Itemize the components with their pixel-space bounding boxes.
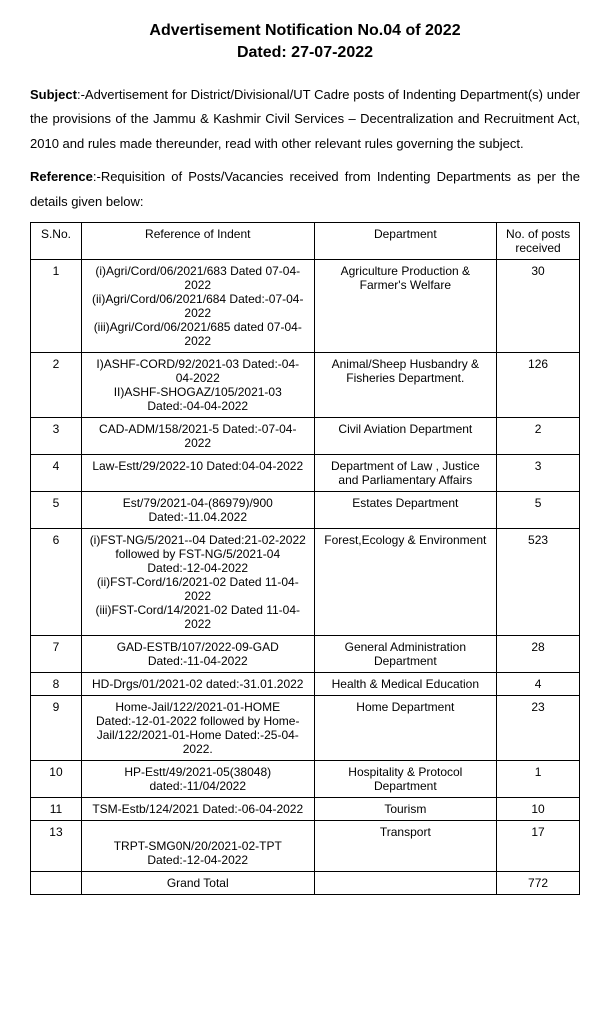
cell-sno: 9 <box>31 696 82 761</box>
cell-sno: 3 <box>31 418 82 455</box>
table-row: 8HD-Drgs/01/2021-02 dated:-31.01.2022Hea… <box>31 673 580 696</box>
title-line-1: Advertisement Notification No.04 of 2022 <box>149 22 460 39</box>
cell-posts: 23 <box>497 696 580 761</box>
grand-total-value: 772 <box>497 872 580 895</box>
table-row: 11TSM-Estb/124/2021 Dated:-06-04-2022Tou… <box>31 798 580 821</box>
cell-posts: 523 <box>497 529 580 636</box>
grand-total-row: Grand Total 772 <box>31 872 580 895</box>
subject-paragraph: Subject:-Advertisement for District/Divi… <box>30 83 580 157</box>
cell-posts: 28 <box>497 636 580 673</box>
cell-posts: 30 <box>497 260 580 353</box>
cell-ref: Home-Jail/122/2021-01-HOME Dated:-12-01-… <box>81 696 314 761</box>
notification-title: Advertisement Notification No.04 of 2022… <box>30 20 580 65</box>
table-row: 5Est/79/2021-04-(86979)/900 Dated:-11.04… <box>31 492 580 529</box>
cell-dept: Animal/Sheep Husbandry & Fisheries Depar… <box>314 353 497 418</box>
cell-sno: 2 <box>31 353 82 418</box>
table-row: 10HP-Estt/49/2021-05(38048) dated:-11/04… <box>31 761 580 798</box>
cell-sno: 11 <box>31 798 82 821</box>
reference-paragraph: Reference:-Requisition of Posts/Vacancie… <box>30 165 580 214</box>
table-row: 6(i)FST-NG/5/2021--04 Dated:21-02-2022 f… <box>31 529 580 636</box>
cell-dept: Estates Department <box>314 492 497 529</box>
col-ref: Reference of Indent <box>81 223 314 260</box>
posts-table: S.No. Reference of Indent Department No.… <box>30 222 580 895</box>
col-posts: No. of posts received <box>497 223 580 260</box>
cell-ref: HP-Estt/49/2021-05(38048) dated:-11/04/2… <box>81 761 314 798</box>
cell-dept: General Administration Department <box>314 636 497 673</box>
cell-sno: 8 <box>31 673 82 696</box>
grand-total-blank1 <box>31 872 82 895</box>
cell-dept: Transport <box>314 821 497 872</box>
cell-ref: Est/79/2021-04-(86979)/900 Dated:-11.04.… <box>81 492 314 529</box>
table-row: 13 TRPT-SMG0N/20/2021-02-TPT Dated:-12-0… <box>31 821 580 872</box>
cell-dept: Agriculture Production & Farmer's Welfar… <box>314 260 497 353</box>
cell-posts: 3 <box>497 455 580 492</box>
cell-dept: Health & Medical Education <box>314 673 497 696</box>
cell-posts: 1 <box>497 761 580 798</box>
table-row: 9Home-Jail/122/2021-01-HOME Dated:-12-01… <box>31 696 580 761</box>
cell-posts: 126 <box>497 353 580 418</box>
cell-dept: Department of Law , Justice and Parliame… <box>314 455 497 492</box>
subject-label: Subject <box>30 87 77 102</box>
cell-sno: 6 <box>31 529 82 636</box>
cell-ref: (i)FST-NG/5/2021--04 Dated:21-02-2022 fo… <box>81 529 314 636</box>
cell-sno: 10 <box>31 761 82 798</box>
table-row: 7GAD-ESTB/107/2022-09-GAD Dated:-11-04-2… <box>31 636 580 673</box>
reference-label: Reference <box>30 169 93 184</box>
cell-ref: Law-Estt/29/2022-10 Dated:04-04-2022 <box>81 455 314 492</box>
title-line-2: Dated: 27-07-2022 <box>237 44 373 61</box>
grand-total-blank2 <box>314 872 497 895</box>
table-body: 1(i)Agri/Cord/06/2021/683 Dated 07-04-20… <box>31 260 580 872</box>
cell-posts: 17 <box>497 821 580 872</box>
cell-ref: CAD-ADM/158/2021-5 Dated:-07-04-2022 <box>81 418 314 455</box>
cell-sno: 1 <box>31 260 82 353</box>
table-row: 3CAD-ADM/158/2021-5 Dated:-07-04-2022Civ… <box>31 418 580 455</box>
cell-ref: (i)Agri/Cord/06/2021/683 Dated 07-04-202… <box>81 260 314 353</box>
cell-sno: 13 <box>31 821 82 872</box>
cell-ref: HD-Drgs/01/2021-02 dated:-31.01.2022 <box>81 673 314 696</box>
cell-dept: Civil Aviation Department <box>314 418 497 455</box>
subject-text: :-Advertisement for District/Divisional/… <box>30 87 580 151</box>
cell-ref: TRPT-SMG0N/20/2021-02-TPT Dated:-12-04-2… <box>81 821 314 872</box>
cell-ref: I)ASHF-CORD/92/2021-03 Dated:-04-04-2022… <box>81 353 314 418</box>
cell-dept: Home Department <box>314 696 497 761</box>
table-row: 2I)ASHF-CORD/92/2021-03 Dated:-04-04-202… <box>31 353 580 418</box>
table-row: 4Law-Estt/29/2022-10 Dated:04-04-2022Dep… <box>31 455 580 492</box>
cell-dept: Forest,Ecology & Environment <box>314 529 497 636</box>
grand-total-label: Grand Total <box>81 872 314 895</box>
cell-sno: 4 <box>31 455 82 492</box>
cell-ref: TSM-Estb/124/2021 Dated:-06-04-2022 <box>81 798 314 821</box>
cell-sno: 7 <box>31 636 82 673</box>
table-row: 1(i)Agri/Cord/06/2021/683 Dated 07-04-20… <box>31 260 580 353</box>
cell-posts: 4 <box>497 673 580 696</box>
cell-posts: 5 <box>497 492 580 529</box>
cell-ref: GAD-ESTB/107/2022-09-GAD Dated:-11-04-20… <box>81 636 314 673</box>
cell-dept: Hospitality & Protocol Department <box>314 761 497 798</box>
cell-posts: 2 <box>497 418 580 455</box>
reference-text: :-Requisition of Posts/Vacancies receive… <box>30 169 580 209</box>
col-sno: S.No. <box>31 223 82 260</box>
cell-dept: Tourism <box>314 798 497 821</box>
table-header-row: S.No. Reference of Indent Department No.… <box>31 223 580 260</box>
col-dept: Department <box>314 223 497 260</box>
cell-posts: 10 <box>497 798 580 821</box>
cell-sno: 5 <box>31 492 82 529</box>
